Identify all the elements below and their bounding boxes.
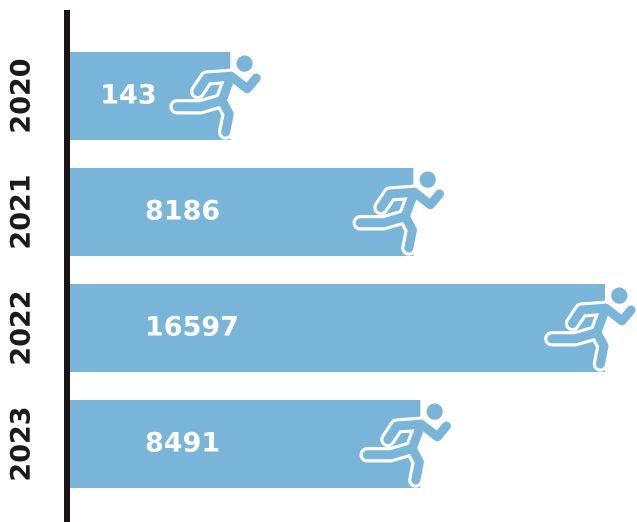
runner-stroke — [416, 419, 451, 442]
category-label: 2022 — [6, 290, 37, 365]
category-label: 2021 — [6, 174, 37, 249]
runner-stroke — [217, 96, 234, 137]
runner-stroke — [409, 187, 444, 210]
runner-icon — [544, 284, 637, 372]
bar — [70, 284, 605, 372]
runner-stroke — [383, 419, 426, 444]
runner-icon — [359, 400, 455, 488]
runner-stroke — [226, 71, 261, 94]
value-label: 143 — [100, 80, 156, 111]
runner-stroke — [376, 187, 419, 212]
runner-stroke — [547, 328, 602, 344]
runner-head — [236, 55, 253, 72]
runner-head — [426, 403, 443, 420]
bar — [70, 400, 421, 488]
runner-stroke — [362, 444, 417, 460]
runner-stroke — [601, 303, 636, 326]
runner-stroke — [407, 444, 424, 485]
value-label: 8186 — [145, 196, 220, 227]
value-label: 16597 — [145, 312, 239, 343]
runner-stroke — [592, 328, 609, 369]
runner-stroke — [172, 96, 227, 112]
runner-head — [611, 287, 628, 304]
runner-stroke — [567, 303, 611, 328]
runner-icon — [169, 52, 264, 140]
category-label: 2023 — [6, 406, 37, 481]
runner-stroke — [193, 71, 236, 96]
runner-stroke — [400, 212, 417, 253]
runner-icon — [352, 168, 448, 256]
category-label: 2020 — [6, 58, 37, 133]
bar — [70, 168, 414, 256]
runner-stroke — [355, 212, 410, 228]
runner-head — [419, 171, 436, 188]
value-label: 8491 — [145, 428, 220, 459]
